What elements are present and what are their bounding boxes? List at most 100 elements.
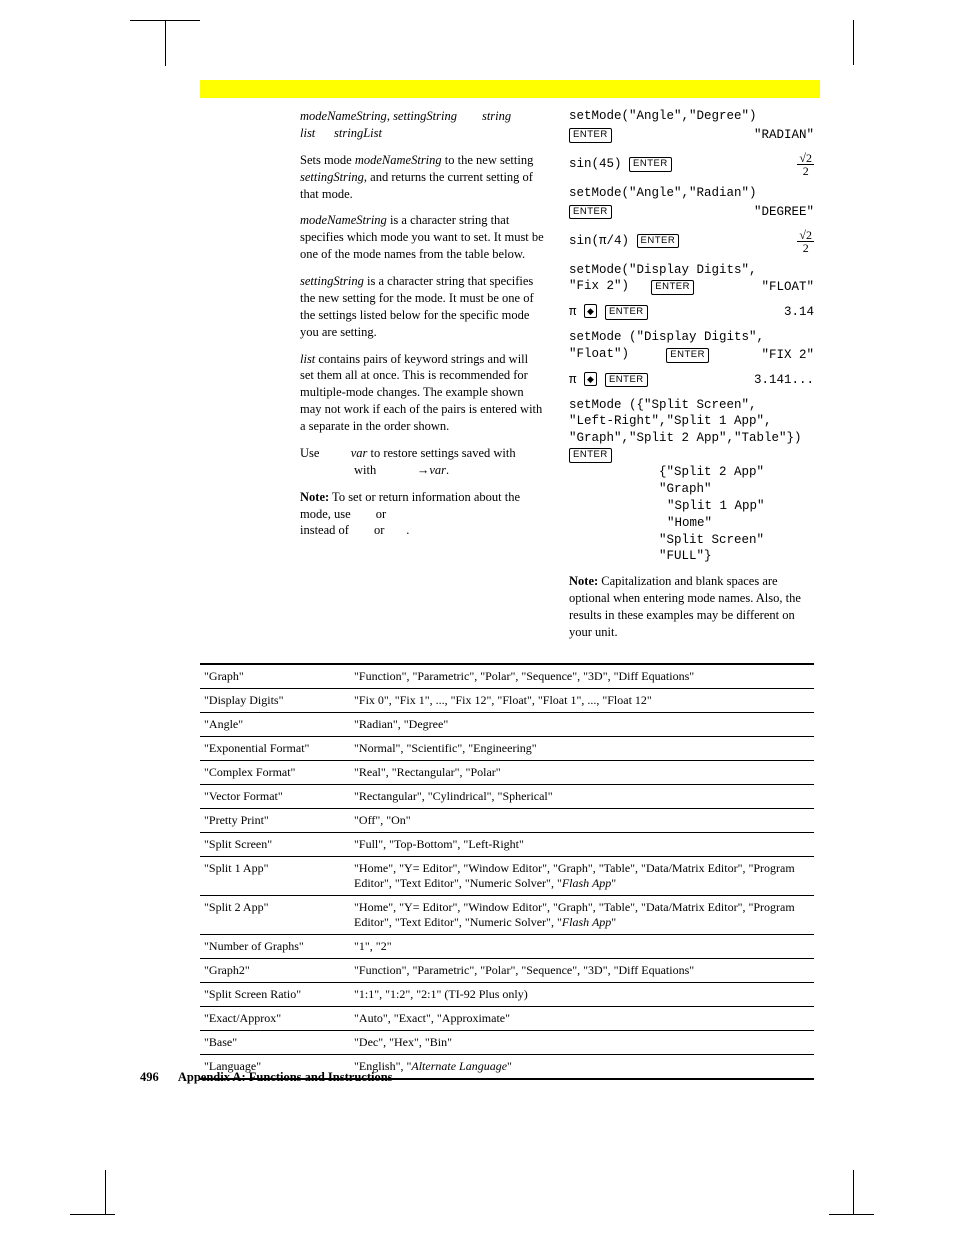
section-header-bar: [200, 80, 820, 98]
text: contains pairs of keyword strings and wi…: [300, 352, 542, 434]
mode-name-cell: "Graph2": [200, 958, 350, 982]
fraction: √22: [797, 229, 814, 254]
example-cmd: sin(π/4): [569, 234, 629, 248]
mode-settings-cell: "Home", "Y= Editor", "Window Editor", "G…: [350, 895, 814, 934]
description-para: modeNameString is a character string tha…: [300, 212, 545, 263]
example-block: π ◆ ENTER 3.14: [569, 304, 814, 321]
diamond-key-icon: ◆: [584, 372, 597, 386]
two-column-body: modeNameString, settingString string lis…: [300, 106, 814, 641]
enter-key-icon: ENTER: [651, 280, 694, 295]
text: var: [429, 463, 446, 477]
numerator: √2: [797, 152, 814, 165]
table-row: "Split Screen""Full", "Top-Bottom", "Lef…: [200, 832, 814, 856]
table-row: "Graph2""Function", "Parametric", "Polar…: [200, 958, 814, 982]
mode-settings-cell: "Full", "Top-Bottom", "Left-Right": [350, 832, 814, 856]
mode-settings-cell: "Off", "On": [350, 808, 814, 832]
mode-name-cell: "Base": [200, 1030, 350, 1054]
mode-settings-cell: "Rectangular", "Cylindrical", "Spherical…: [350, 784, 814, 808]
example-block: π ◆ ENTER 3.141...: [569, 372, 814, 389]
text: list: [300, 352, 315, 366]
syntax-return: stringList: [334, 126, 382, 140]
note-label: Note:: [300, 490, 329, 504]
crop-mark-top-right: [804, 20, 874, 90]
example-cmd: π: [569, 373, 577, 387]
text: settingString: [300, 170, 364, 184]
table-row: "Complex Format""Real", "Rectangular", "…: [200, 760, 814, 784]
text: modeNameString: [355, 153, 442, 167]
arrow-icon: →: [417, 463, 430, 477]
enter-key-icon: ENTER: [637, 234, 680, 249]
syntax-line-1: modeNameString, settingString string lis…: [300, 108, 545, 142]
mode-settings-cell: "Function", "Parametric", "Polar", "Sequ…: [350, 958, 814, 982]
example-result: "Split 1 App" "Home": [569, 498, 814, 532]
crop-mark-top-left: [130, 20, 200, 90]
example-cmd: setMode("Angle","Degree"): [569, 108, 757, 125]
example-result: 3.141...: [754, 372, 814, 389]
example-block: setMode("Display Digits", "Fix 2") x ENT…: [569, 262, 814, 297]
mode-settings-cell: "Radian", "Degree": [350, 712, 814, 736]
example-block: setMode ("Display Digits", "Float") x EN…: [569, 329, 814, 364]
mode-settings-cell: "Real", "Rectangular", "Polar": [350, 760, 814, 784]
mode-settings-cell: "Normal", "Scientific", "Engineering": [350, 736, 814, 760]
page-number: 496: [140, 1070, 159, 1084]
right-column: setMode("Angle","Degree") ENTER "RADIAN"…: [569, 106, 814, 641]
use-line: Use var to restore settings saved with w…: [300, 445, 545, 479]
text: .: [446, 463, 449, 477]
crop-mark-bottom-right: [804, 1145, 874, 1215]
enter-key-icon: ENTER: [569, 205, 612, 220]
example-result: 3.14: [784, 304, 814, 321]
syntax-return: string: [482, 109, 511, 123]
mode-settings-cell: "Fix 0", "Fix 1", ..., "Fix 12", "Float"…: [350, 688, 814, 712]
text: Sets mode: [300, 153, 355, 167]
text: Capitalization and blank spaces are opti…: [569, 574, 801, 639]
text: instead of: [300, 523, 352, 537]
modes-table: "Graph" "Function", "Parametric", "Polar"…: [200, 663, 814, 1080]
table-row: "Base""Dec", "Hex", "Bin": [200, 1030, 814, 1054]
example-result: "Split Screen" "FULL"}: [569, 532, 814, 566]
table-row: "Display Digits""Fix 0", "Fix 1", ..., "…: [200, 688, 814, 712]
example-result: "DEGREE": [754, 204, 814, 221]
text: mode, use: [300, 507, 354, 521]
table-row: "Exact/Approx""Auto", "Exact", "Approxim…: [200, 1006, 814, 1030]
fraction: √22: [797, 152, 814, 177]
syntax-arg: settingString: [393, 109, 457, 123]
left-column: modeNameString, settingString string lis…: [300, 106, 545, 641]
page-footer: 496 Appendix A: Functions and Instructio…: [140, 1070, 393, 1085]
mode-settings-cell: "1", "2": [350, 934, 814, 958]
diamond-key-icon: ◆: [584, 304, 597, 318]
text: to restore settings saved with: [371, 446, 516, 460]
example-result: "RADIAN": [754, 127, 814, 144]
table-row: "Pretty Print""Off", "On": [200, 808, 814, 832]
text: .: [406, 523, 409, 537]
mode-name-cell: "Display Digits": [200, 688, 350, 712]
table-row: "Split 1 App""Home", "Y= Editor", "Windo…: [200, 856, 814, 895]
mode-name-cell: "Split 1 App": [200, 856, 350, 895]
table-row: "Angle""Radian", "Degree": [200, 712, 814, 736]
text: to the new setting: [442, 153, 534, 167]
mode-settings-cell: "Auto", "Exact", "Approximate": [350, 1006, 814, 1030]
text: To set or return information about the: [329, 490, 520, 504]
mode-name-cell: "Pretty Print": [200, 808, 350, 832]
table-row: "Graph""Function", "Parametric", "Polar"…: [200, 664, 814, 689]
mode-name-cell: "Exponential Format": [200, 736, 350, 760]
example-result: {"Split 2 App" "Graph": [569, 464, 814, 498]
crop-mark-bottom-left: [70, 1145, 140, 1215]
example-block: setMode("Angle","Degree") ENTER "RADIAN": [569, 108, 814, 144]
syntax-arg: modeNameString: [300, 109, 387, 123]
text: or: [371, 523, 388, 537]
example-block: sin(π/4) ENTER √22: [569, 229, 814, 254]
description-para: settingString is a character string that…: [300, 273, 545, 341]
example-cmd: sin(45): [569, 157, 622, 171]
example-cmd: setMode("Angle","Radian"): [569, 185, 757, 202]
note-label: Note:: [569, 574, 598, 588]
mode-name-cell: "Split Screen Ratio": [200, 982, 350, 1006]
mode-name-cell: "Graph": [200, 664, 350, 689]
modes-table-body: "Graph" "Function", "Parametric", "Polar"…: [200, 664, 814, 1079]
footer-title: Appendix A: Functions and Instructions: [178, 1070, 393, 1084]
example-cmd: setMode ({"Split Screen", "Left-Right","…: [569, 397, 814, 448]
table-row: "Split 2 App""Home", "Y= Editor", "Windo…: [200, 895, 814, 934]
enter-key-icon: ENTER: [569, 128, 612, 143]
text: modeNameString: [300, 213, 387, 227]
example-result: "FIX 2": [761, 348, 814, 362]
example-block: setMode("Angle","Radian") ENTER "DEGREE": [569, 185, 814, 221]
